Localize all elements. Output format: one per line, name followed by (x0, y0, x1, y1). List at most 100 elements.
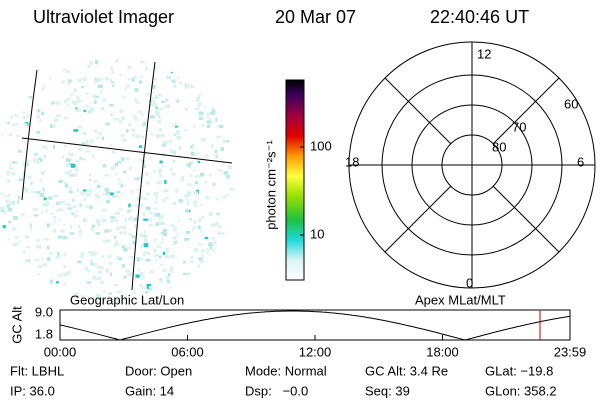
pixel (34, 258, 40, 262)
pixel (31, 86, 34, 90)
pixel (125, 247, 128, 251)
pixel (223, 95, 228, 98)
pixel (26, 162, 29, 167)
pixel (125, 269, 130, 273)
pixel (79, 255, 84, 259)
pixel (167, 273, 171, 277)
pixel (25, 80, 28, 85)
pixel (211, 58, 217, 62)
pixel (143, 238, 148, 243)
pixel (50, 212, 54, 215)
pixel (5, 170, 10, 174)
pixel (12, 88, 16, 93)
pixel (221, 64, 225, 69)
pixel (88, 179, 92, 182)
pixel (170, 70, 174, 74)
pixel (58, 218, 62, 222)
pixel (13, 80, 18, 84)
lat-label: 60 (564, 96, 578, 111)
pixel (6, 78, 9, 82)
pixel (69, 186, 72, 191)
pixel (144, 250, 149, 254)
pixel (134, 224, 138, 229)
pixel (159, 174, 163, 178)
pixel (97, 223, 101, 226)
pixel (152, 169, 156, 173)
pixel (154, 200, 158, 204)
pixel (129, 208, 133, 211)
pixel (225, 140, 230, 143)
pixel (170, 79, 173, 83)
pixel (63, 145, 68, 148)
pixel (148, 223, 153, 227)
pixel (68, 169, 72, 174)
pixel (62, 235, 67, 240)
pixel (111, 150, 116, 154)
pixel (2, 210, 7, 214)
lat-label: 80 (492, 139, 506, 154)
pixel (209, 246, 213, 250)
pixel (169, 140, 173, 143)
pixel (66, 203, 71, 206)
pixel (198, 102, 203, 106)
pixel (14, 244, 18, 247)
pixel (187, 272, 191, 276)
pixel (212, 63, 217, 67)
pixel (79, 228, 83, 233)
pixel (64, 183, 69, 188)
pixel (35, 277, 40, 282)
pixel (223, 79, 227, 84)
pixel (18, 240, 22, 243)
pixel (15, 76, 20, 79)
status-field: IP: 36.0 (10, 383, 55, 398)
pixel (9, 76, 13, 79)
pixel (106, 191, 111, 195)
pixel (190, 153, 194, 156)
pixel (120, 184, 123, 188)
pixel (128, 203, 131, 208)
pixel (205, 195, 210, 200)
pixel (81, 192, 85, 196)
pixel (95, 232, 101, 235)
pixel (155, 134, 161, 139)
pixel (54, 194, 59, 198)
pixel (216, 212, 220, 216)
pixel (158, 215, 164, 220)
status-field: GLat: −19.8 (485, 363, 553, 378)
pixel (156, 113, 160, 117)
pixel (153, 100, 156, 105)
pixel (139, 284, 143, 288)
pixel (9, 163, 12, 167)
pixel (160, 222, 165, 225)
pixel (119, 109, 124, 114)
pixel (198, 82, 202, 86)
pixel (22, 111, 26, 114)
pixel (70, 93, 74, 97)
pixel (81, 142, 86, 145)
pixel (119, 73, 122, 77)
pixel (116, 256, 120, 259)
pixel (40, 171, 45, 175)
pixel (122, 96, 127, 99)
pixel (104, 229, 109, 233)
pixel (206, 78, 211, 83)
pixel (123, 275, 127, 279)
pixel (38, 157, 42, 161)
pixel (164, 197, 169, 200)
pixel (63, 99, 68, 103)
pixel (1, 294, 6, 299)
pixel (89, 205, 93, 210)
pixel (40, 211, 44, 214)
pixel (205, 248, 210, 251)
pixel (0, 134, 3, 137)
pixel (222, 295, 228, 298)
pixel (44, 201, 50, 206)
pixel (216, 271, 220, 274)
pixel (107, 229, 112, 232)
pixel (218, 70, 222, 74)
pixel (77, 260, 82, 264)
pixel (202, 92, 207, 96)
pixel (94, 60, 99, 65)
pixel (131, 133, 136, 137)
pixel (97, 84, 103, 89)
